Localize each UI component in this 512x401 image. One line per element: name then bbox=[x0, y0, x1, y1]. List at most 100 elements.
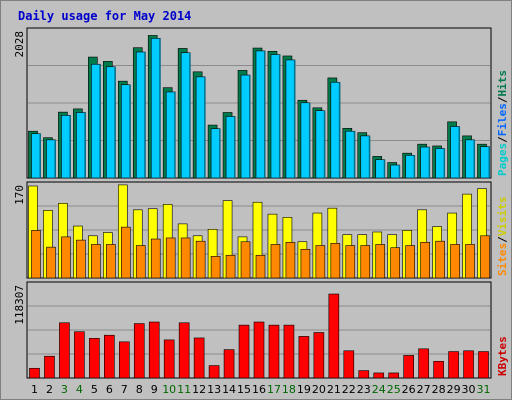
files-bar-day-13 bbox=[210, 128, 221, 179]
sites-bar-day-30 bbox=[465, 244, 475, 279]
files-bar-shade bbox=[129, 84, 131, 178]
files-bar-day-24 bbox=[375, 159, 386, 179]
sites-bar-day-6 bbox=[106, 244, 116, 279]
day-label-2: 2 bbox=[46, 383, 53, 396]
files-bar-day-2 bbox=[46, 139, 56, 179]
files-bar-shade bbox=[323, 110, 326, 178]
sites-bar-day-8 bbox=[135, 245, 146, 279]
kbytes-bar-day-4 bbox=[74, 331, 85, 379]
sites-bar-day-9 bbox=[150, 238, 161, 279]
day-label-18: 18 bbox=[282, 383, 296, 396]
kbytes-bar-day-7 bbox=[118, 341, 130, 379]
files-bar-shade bbox=[413, 155, 416, 178]
files-bar-day-11 bbox=[180, 52, 191, 179]
files-bar-day-14 bbox=[225, 116, 236, 179]
sites-bar-day-12 bbox=[195, 240, 206, 279]
day-label-19: 19 bbox=[297, 383, 311, 396]
files-bar-day-25 bbox=[390, 164, 401, 179]
kbytes-legend-entry: KBytes bbox=[496, 336, 509, 376]
sites-bar-day-13 bbox=[210, 256, 221, 279]
files-bar-shade bbox=[99, 64, 101, 178]
day-labels: 1 2 3 4 5 6 7 8 9 10 11 12 13 14 15 16 17 18 19 20 21 22 23 24 2… bbox=[31, 383, 491, 396]
kbytes-bar-day-24 bbox=[373, 372, 385, 379]
files-bar-shade bbox=[338, 82, 341, 178]
files-bar-shade bbox=[293, 59, 296, 178]
sites-bar-day-22 bbox=[345, 245, 356, 279]
hits-legend-entry: Pages bbox=[496, 143, 509, 176]
files-bar-shade bbox=[368, 135, 371, 178]
kbytes-bar-day-19 bbox=[298, 336, 310, 379]
day-label-13: 13 bbox=[207, 383, 221, 396]
sites-bar-day-18 bbox=[285, 241, 296, 279]
sites-bar-day-16 bbox=[255, 254, 266, 279]
files-bar-day-16 bbox=[255, 50, 266, 179]
kbytes-bar-day-17 bbox=[268, 324, 280, 379]
files-bar-shade bbox=[383, 159, 386, 178]
day-label-20: 20 bbox=[312, 383, 326, 396]
sites-bar-day-23 bbox=[360, 245, 371, 279]
day-label-5: 5 bbox=[91, 383, 98, 396]
sites-bar-day-14 bbox=[225, 254, 236, 279]
files-bar-day-4 bbox=[76, 112, 86, 179]
sites-bar-day-28 bbox=[435, 240, 445, 279]
kbytes-bar-day-12 bbox=[193, 337, 205, 379]
kbytes-bar-day-11 bbox=[178, 322, 190, 379]
visits-legend-entry: / bbox=[496, 236, 509, 243]
files-bar-day-20 bbox=[315, 110, 326, 179]
files-bar-shade bbox=[308, 102, 311, 178]
kbytes-bar-day-13 bbox=[208, 365, 220, 379]
day-label-30: 30 bbox=[462, 383, 476, 396]
hits-legend-entry: / bbox=[496, 96, 509, 103]
files-bar-shade bbox=[458, 126, 461, 178]
sites-bar-day-21 bbox=[330, 243, 341, 279]
visits-legend-entry: Sites bbox=[496, 243, 509, 276]
kbytes-bar-day-27 bbox=[418, 348, 429, 379]
kbytes-bar-day-18 bbox=[283, 324, 295, 379]
day-label-7: 7 bbox=[121, 383, 128, 396]
files-bar-day-21 bbox=[330, 81, 341, 179]
day-label-15: 15 bbox=[237, 383, 251, 396]
files-bar-shade bbox=[159, 38, 161, 179]
visits-legend: Sites/Visits bbox=[496, 197, 509, 277]
kbytes-max-label: 118307 bbox=[13, 285, 26, 325]
kbytes-bar-day-22 bbox=[343, 350, 355, 379]
files-bar-day-1 bbox=[31, 133, 41, 179]
day-label-16: 16 bbox=[252, 383, 266, 396]
files-bar-shade bbox=[264, 50, 266, 178]
kbytes-bar-day-3 bbox=[59, 322, 70, 379]
sites-bar-day-27 bbox=[420, 241, 430, 279]
files-bar-day-15 bbox=[240, 74, 251, 179]
sites-bar-day-5 bbox=[91, 244, 101, 279]
kbytes-bar-day-8 bbox=[133, 323, 145, 379]
day-label-3: 3 bbox=[61, 383, 68, 396]
sites-bar-day-10 bbox=[165, 237, 176, 279]
files-bar-day-10 bbox=[165, 91, 176, 179]
files-bar-day-22 bbox=[345, 130, 356, 179]
files-bar-shade bbox=[39, 133, 41, 178]
files-bar-shade bbox=[443, 148, 446, 178]
sites-bar-day-24 bbox=[375, 244, 386, 279]
day-label-24: 24 bbox=[372, 383, 386, 396]
kbytes-bar-day-25 bbox=[388, 372, 400, 379]
sites-bar-day-26 bbox=[405, 245, 415, 279]
kbytes-bar-day-6 bbox=[104, 334, 115, 379]
files-bar-shade bbox=[428, 147, 431, 178]
sites-bar-day-20 bbox=[315, 245, 326, 279]
day-label-14: 14 bbox=[222, 383, 236, 396]
sites-bar-day-15 bbox=[240, 241, 251, 279]
hits-bars bbox=[28, 35, 491, 179]
sites-bar-day-17 bbox=[270, 244, 281, 279]
kbytes-bar-day-1 bbox=[29, 367, 40, 379]
files-bar-shade bbox=[234, 116, 236, 178]
chart-panels: 2028Pages/Files/Hits170Sites/Visits11830… bbox=[13, 27, 509, 379]
kbytes-bar-day-5 bbox=[89, 338, 100, 379]
kbytes-bar-day-23 bbox=[358, 370, 370, 379]
day-label-25: 25 bbox=[387, 383, 401, 396]
kbytes-bar-day-14 bbox=[223, 349, 235, 379]
day-label-4: 4 bbox=[76, 383, 83, 396]
files-bar-day-18 bbox=[285, 59, 296, 179]
day-label-8: 8 bbox=[136, 383, 143, 396]
files-bar-day-7 bbox=[120, 84, 131, 179]
